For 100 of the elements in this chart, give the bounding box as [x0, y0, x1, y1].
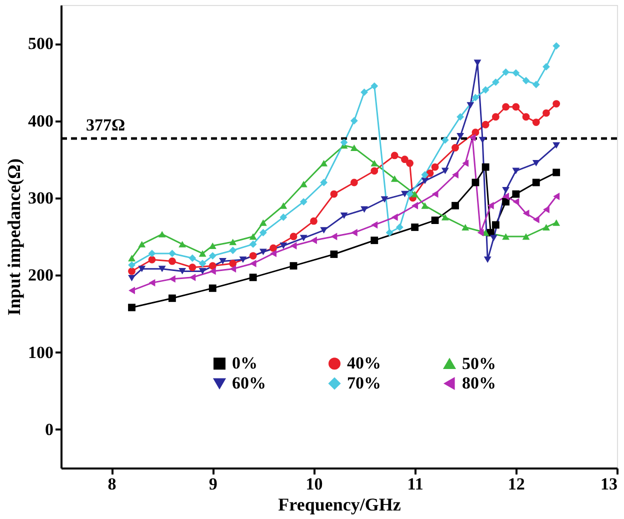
point: [552, 42, 560, 50]
point: [239, 256, 247, 263]
y-tick-label: 200: [28, 266, 54, 285]
point: [270, 244, 277, 252]
point: [370, 82, 378, 90]
point: [148, 250, 156, 258]
point: [482, 86, 490, 94]
point: [229, 260, 237, 268]
point: [490, 234, 498, 242]
point: [300, 198, 308, 206]
point: [360, 88, 368, 96]
point: [512, 69, 520, 77]
point: [259, 248, 267, 256]
x-tick-label: 8: [108, 474, 116, 494]
point: [259, 228, 267, 236]
point: [456, 132, 464, 140]
x-tick-label: 11: [407, 474, 424, 494]
point: [411, 190, 419, 198]
point: [310, 217, 318, 225]
point: [406, 190, 414, 198]
y-tick-label: 400: [28, 111, 54, 130]
point: [158, 266, 166, 272]
point: [360, 206, 368, 213]
point: [370, 236, 378, 244]
point: [512, 190, 520, 198]
y-tick-label: 100: [28, 342, 54, 362]
point: [492, 221, 500, 229]
legend-label: 50%: [462, 354, 496, 373]
point: [522, 76, 530, 84]
point: [250, 260, 256, 268]
point: [421, 178, 429, 184]
point: [432, 190, 438, 198]
point: [502, 186, 510, 194]
point: [209, 268, 216, 275]
point: [300, 180, 308, 188]
point: [472, 94, 480, 102]
point: [386, 228, 394, 236]
point: [431, 216, 439, 224]
y-axis-title: Input impedance(Ω): [4, 158, 24, 316]
point: [390, 175, 398, 182]
point: [426, 170, 434, 177]
point: [310, 236, 317, 244]
point: [390, 152, 398, 160]
point: [552, 100, 560, 108]
point: [512, 198, 520, 206]
point: [411, 224, 419, 231]
point: [350, 178, 358, 186]
point: [280, 242, 288, 249]
x-tick-label: 10: [306, 474, 323, 494]
point: [249, 252, 257, 260]
point: [249, 240, 257, 248]
point: [208, 252, 216, 260]
point: [128, 286, 135, 294]
point: [502, 103, 510, 111]
point: [482, 229, 490, 236]
point: [290, 232, 298, 240]
point: [370, 160, 378, 166]
point: [472, 128, 480, 136]
point: [128, 261, 136, 269]
point: [350, 144, 358, 151]
point: [406, 159, 414, 167]
point: [492, 78, 500, 86]
point: [380, 196, 388, 203]
point: [330, 232, 338, 240]
point: [492, 113, 500, 121]
point: [350, 228, 358, 236]
point: [300, 234, 308, 242]
point: [466, 102, 474, 109]
point: [412, 202, 418, 210]
point: [542, 224, 550, 230]
point: [320, 160, 328, 166]
point: [178, 268, 186, 274]
point: [340, 212, 348, 219]
point: [532, 216, 540, 224]
point: [452, 171, 458, 178]
point: [456, 113, 464, 121]
point: [330, 250, 338, 258]
point: [543, 206, 550, 214]
point: [128, 304, 136, 312]
legend-label: 40%: [347, 354, 381, 373]
point: [552, 219, 560, 226]
ref-line-label: 377Ω: [86, 116, 126, 134]
point: [542, 63, 550, 70]
point: [229, 238, 237, 246]
point: [370, 167, 378, 175]
point: [441, 168, 449, 174]
point: [482, 163, 490, 171]
point: [532, 80, 540, 88]
point: [128, 254, 136, 262]
point: [168, 294, 176, 302]
point: [189, 274, 196, 282]
point: [391, 214, 398, 221]
y-tick-label: 0: [45, 420, 54, 439]
y-tick-label: 500: [28, 34, 54, 54]
point: [148, 256, 156, 264]
point: [552, 142, 560, 149]
point: [178, 241, 186, 248]
point: [484, 256, 492, 263]
point: [148, 279, 156, 287]
point: [512, 103, 520, 111]
